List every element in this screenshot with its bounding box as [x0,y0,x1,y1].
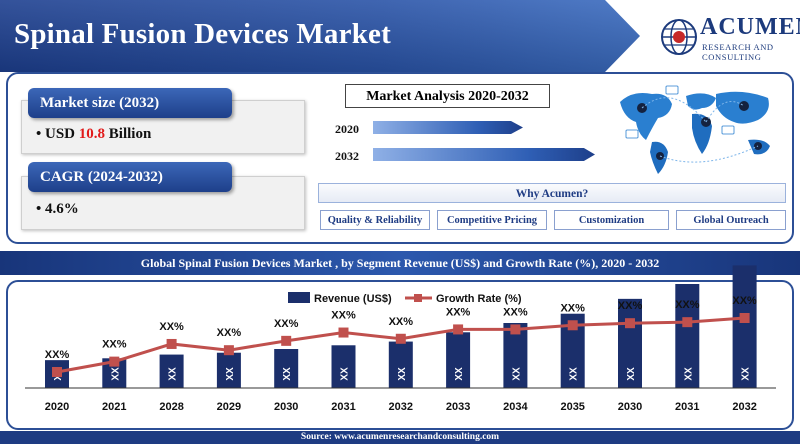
growth-rate-point [52,367,62,377]
revenue-bar-label: XX [340,367,351,381]
growth-rate-label: XX% [102,339,127,351]
market-analysis-title: Market Analysis 2020-2032 [345,84,550,108]
growth-rate-point [109,356,120,367]
analysis-arrow-2032 [373,148,595,161]
revenue-bar [216,352,241,388]
legend-growth-label: Growth Rate (%) [436,293,522,305]
growth-rate-label: XX% [331,310,356,322]
why-item-customization: Customization [554,210,669,230]
growth-rate-label: XX% [732,295,757,307]
growth-rate-point [739,313,750,323]
revenue-bar [331,345,356,388]
revenue-bar [618,298,642,388]
revenue-bar [446,332,471,388]
legend-revenue-label: Revenue (US$) [314,293,392,305]
x-tick-label: 2032 [389,401,413,413]
revenue-bar-label: XX [397,367,408,381]
revenue-bar-label: XX [225,367,236,381]
growth-rate-label: XX% [159,321,184,333]
revenue-bar-label: XX [454,367,465,381]
x-tick-label: 2028 [159,401,183,413]
growth-rate-label: XX% [274,318,299,330]
growth-rate-label: XX% [618,300,643,312]
page-title: Spinal Fusion Devices Market [14,18,391,50]
x-tick-label: 2031 [331,401,355,413]
x-tick-label: 2033 [446,401,470,413]
x-tick-label: 2035 [560,401,584,413]
revenue-bar-label: XX [683,367,694,381]
growth-rate-point [281,335,292,346]
growth-rate-point [223,345,234,356]
analysis-year-start: 2020 [335,122,359,136]
revenue-bar [274,349,299,388]
growth-rate-point [166,338,177,349]
growth-rate-point [625,318,635,329]
revenue-bar-label: XX [511,367,522,381]
title-banner [0,0,640,72]
growth-rate-point [510,324,521,335]
revenue-bar [732,265,757,388]
revenue-bar-label: XX [110,367,121,381]
growth-rate-label: XX% [675,299,700,311]
growth-rate-label: XX% [503,306,528,318]
growth-rate-point [682,317,693,328]
growth-rate-point [395,333,406,344]
x-tick-label: 2032 [732,401,756,413]
growth-rate-label: XX% [217,327,242,339]
why-item-pricing: Competitive Pricing [437,210,547,230]
market-size-value: • USD 10.8 Billion [36,126,152,142]
segment-title-bar: Global Spinal Fusion Devices Market , by… [0,251,800,275]
x-tick-label: 2031 [675,401,699,413]
market-size-label: Market size (2032) [28,88,232,118]
logo-subtitle: RESEARCH AND CONSULTING [702,42,774,62]
growth-rate-point [567,320,578,331]
why-acumen-bar: Why Acumen? [318,183,786,203]
revenue-bar [388,341,413,388]
cagr-label: CAGR (2024-2032) [28,162,232,192]
revenue-bar-label: XX [168,367,179,381]
analysis-year-end: 2032 [335,149,359,163]
x-tick-label: 2030 [274,401,298,413]
world-map-illustration [620,85,770,174]
x-tick-label: 2030 [618,401,642,413]
revenue-bar-label: XX [626,367,637,381]
x-tick-label: 2020 [45,401,69,413]
analysis-arrow-2020 [373,121,523,134]
x-tick-label: 2029 [217,401,241,413]
revenue-bar [159,354,184,388]
why-item-quality: Quality & Reliability [320,210,430,230]
legend-growth-marker [414,294,422,302]
source-bar: Source: www.acumenresearchandconsulting.… [0,431,800,444]
growth-rate-label: XX% [446,306,471,318]
cagr-value: • 4.6% [36,201,79,217]
growth-rate-label: XX% [45,349,70,361]
legend-revenue-swatch [288,292,310,303]
logo-name: ACUMEN [700,14,800,40]
revenue-bar-label: XX [569,367,580,381]
growth-rate-label: XX% [389,316,414,328]
x-tick-label: 2034 [503,401,528,413]
x-tick-label: 2021 [102,401,126,413]
revenue-bar-label: XX [282,367,293,381]
why-item-outreach: Global Outreach [676,210,786,230]
revenue-bar-label: XX [741,367,752,381]
growth-rate-label: XX% [560,302,585,314]
revenue-bar [675,284,700,388]
growth-rate-point [453,324,464,335]
growth-rate-point [338,327,349,338]
globe-logo-icon [661,19,697,55]
